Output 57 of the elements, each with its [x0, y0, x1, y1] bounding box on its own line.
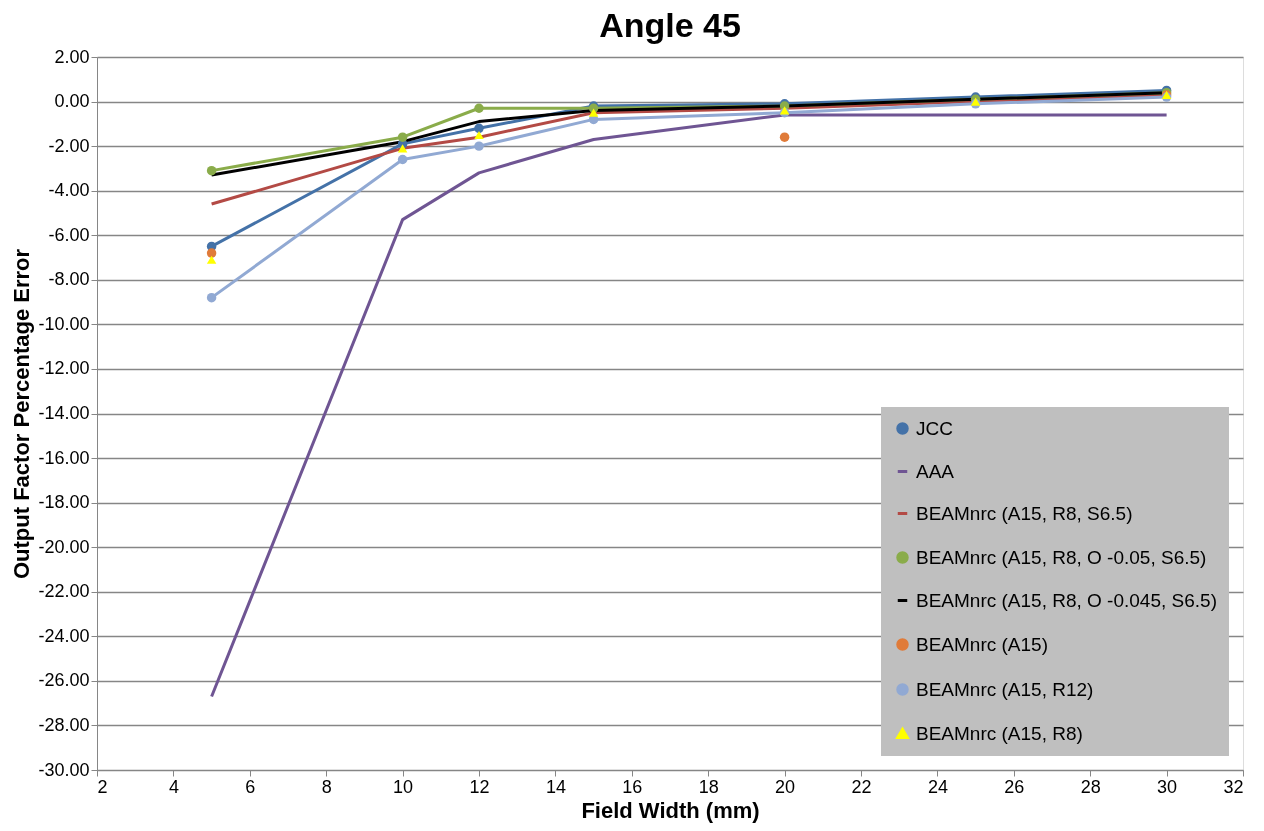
point: [206, 248, 217, 258]
y-tick-label: -26.00: [38, 670, 90, 691]
y-axis-title: Output Factor Percentage Error: [9, 248, 35, 580]
x-tick-label: 28: [1080, 776, 1101, 797]
chart-title: Angle 45: [599, 6, 741, 44]
y-tick-label: 2.00: [54, 46, 90, 67]
x-axis-title: Field Width (mm): [581, 797, 760, 823]
y-tick-label: -8.00: [48, 269, 90, 290]
x-tick-label: 12: [469, 776, 490, 797]
point: [474, 130, 484, 140]
point: [397, 132, 408, 142]
y-tick-label: -30.00: [38, 759, 90, 780]
y-tick-label: -6.00: [48, 224, 90, 245]
x-tick-label: 2: [97, 776, 108, 797]
y-tick-label: -2.00: [48, 135, 90, 156]
legend-label: BEAMnrc (A15, R8): [916, 722, 1083, 744]
point: [779, 132, 790, 142]
x-tick-label: 14: [545, 776, 566, 797]
x-tick-label: 20: [775, 776, 796, 797]
x-tick-label: 16: [622, 776, 643, 797]
x-tick-label: 8: [321, 776, 332, 797]
y-tick-label: -16.00: [38, 447, 90, 468]
point: [397, 144, 408, 153]
legend-label: BEAMnrc (A15): [916, 633, 1048, 655]
x-tick-label: 32: [1223, 776, 1244, 797]
point: [474, 123, 484, 134]
x-tick-label: 6: [245, 776, 256, 797]
y-tick-label: -20.00: [38, 536, 90, 557]
point: [474, 141, 484, 151]
point: [206, 292, 217, 303]
y-tick-label: -12.00: [38, 358, 90, 379]
legend-label: AAA: [916, 460, 955, 482]
y-tick-label: -18.00: [38, 492, 90, 513]
legend-label: BEAMnrc (A15, R8, O -0.045, S6.5): [916, 589, 1217, 611]
y-tick-label: 0.00: [54, 91, 90, 112]
x-tick-label: 30: [1157, 776, 1178, 797]
x-tick-label: 10: [393, 776, 414, 797]
y-tick-label: -22.00: [38, 581, 90, 602]
x-tick-label: 4: [168, 776, 179, 797]
x-tick-label: 24: [927, 776, 948, 797]
point: [474, 103, 484, 113]
legend-label: BEAMnrc (A15, R12): [916, 678, 1094, 700]
y-tick-label: -24.00: [38, 625, 90, 646]
y-tick-label: -4.00: [48, 180, 90, 201]
x-tick-label: 18: [698, 776, 719, 797]
point: [588, 108, 599, 117]
legend-label: JCC: [916, 417, 953, 439]
y-tick-label: -10.00: [38, 313, 90, 334]
x-tick-label: 22: [851, 776, 872, 797]
y-tick-label: -14.00: [38, 403, 90, 423]
x-tick-label: 26: [1004, 776, 1025, 797]
legend-label: BEAMnrc (A15, R8, O -0.05, S6.5): [916, 546, 1207, 568]
point: [397, 154, 408, 165]
y-tick-label: -28.00: [38, 714, 90, 735]
legend-label: BEAMnrc (A15, R8, S6.5): [916, 502, 1133, 524]
point: [206, 165, 217, 176]
point: [206, 255, 217, 264]
